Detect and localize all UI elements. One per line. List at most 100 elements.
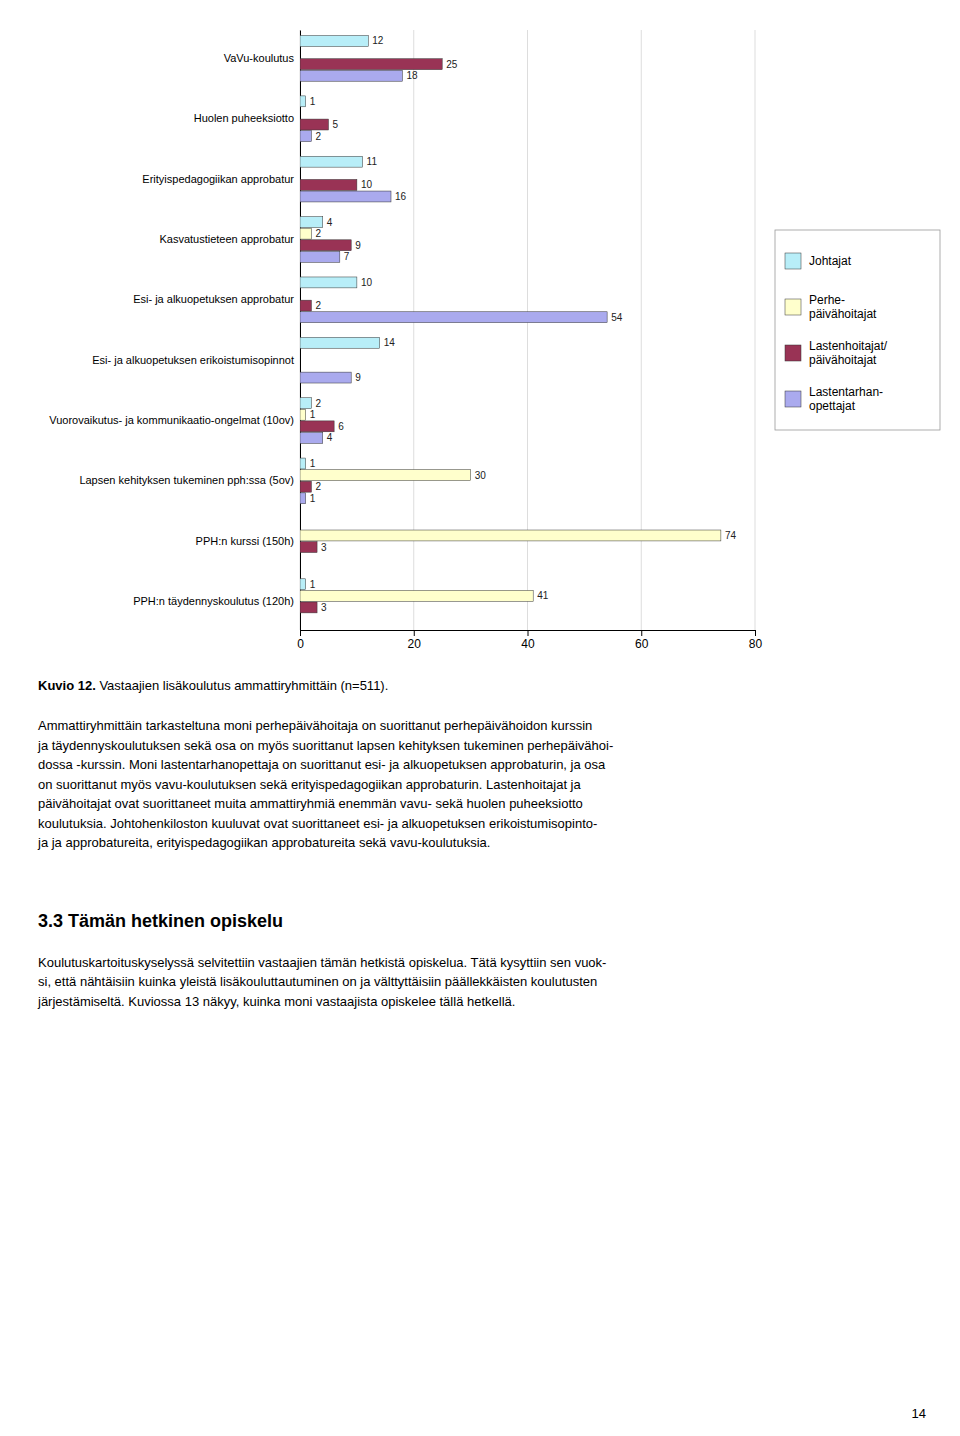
background	[0, 0, 960, 1436]
data-label: 2	[315, 131, 321, 142]
data-labels: 1211141014211213074412551092623318216754…	[310, 35, 737, 612]
bar	[300, 481, 311, 492]
x-tick: 40	[521, 630, 535, 651]
data-label: 9	[355, 372, 361, 383]
bar	[300, 59, 442, 70]
bar	[300, 289, 301, 300]
data-label: 2	[315, 228, 321, 239]
x-tick: 0	[297, 630, 304, 651]
legend-frame	[775, 230, 940, 430]
series	[300, 70, 607, 503]
data-label: 14	[384, 337, 396, 348]
y-tick: Kasvatustieteen approbatur	[159, 233, 300, 245]
page: 0 20 40 60 80 VaVu-koulutus Huolen puheeksiott…	[0, 0, 960, 1436]
x-tick: 20	[408, 630, 422, 651]
y-tick: Lapsen kehityksen tukeminen pph:ssa (5ov…	[79, 474, 300, 486]
legend-entry: Perhe-päivähoitajat	[785, 293, 877, 321]
bar	[300, 421, 334, 432]
bar	[300, 470, 471, 481]
bar	[300, 96, 306, 107]
data-label: 74	[725, 530, 737, 541]
bar	[300, 131, 311, 142]
section-body: Koulutuskartoituskyselyssä selvitettiin …	[37, 955, 606, 1009]
bar	[300, 432, 323, 443]
bar	[300, 277, 357, 288]
x-tick-label: 60	[635, 637, 649, 651]
y-tick: Huolen puheeksiotto	[194, 112, 300, 124]
bar	[300, 579, 306, 590]
y-tick-label: PPH:n täydennyskoulutus (120h)	[133, 595, 294, 607]
legend-label: Lastentarhan-opettajat	[809, 385, 883, 413]
bar	[300, 312, 607, 323]
bar	[300, 409, 306, 420]
bar	[300, 217, 323, 228]
bar	[300, 602, 317, 613]
x-tick: 60	[635, 630, 649, 651]
x-tick-mark	[641, 630, 642, 636]
bar	[300, 191, 391, 202]
data-label: 3	[321, 542, 327, 553]
bar	[300, 179, 357, 190]
data-label: 9	[355, 240, 361, 251]
data-label: 11	[367, 156, 378, 167]
legend-entry: Lastentarhan-opettajat	[785, 385, 883, 413]
data-label: 41	[537, 590, 549, 601]
legend-label: Perhe-päivähoitajat	[809, 293, 877, 321]
bar	[300, 168, 301, 179]
data-label: 10	[361, 277, 373, 288]
grid	[300, 30, 755, 630]
bar	[300, 372, 351, 383]
data-label: 54	[611, 312, 623, 323]
data-label: 12	[372, 35, 384, 46]
y-tick-label: VaVu-koulutus	[224, 52, 295, 64]
data-label: 6	[338, 421, 344, 432]
bar	[300, 614, 301, 625]
legend: JohtajatPerhe-päivähoitajatLastenhoitaja…	[775, 230, 940, 430]
y-tick-label: Huolen puheeksiotto	[194, 112, 294, 124]
bar	[300, 119, 328, 130]
x-tick: 80	[749, 630, 763, 651]
legend-swatch	[785, 391, 801, 407]
y-tick-label: Erityispedagogiikan approbatur	[142, 173, 294, 185]
y-tick: Erityispedagogiikan approbatur	[142, 173, 300, 185]
bar	[300, 240, 351, 251]
legend-entry: Lastenhoitajat/päivähoitajat	[785, 339, 888, 367]
grid-line	[755, 30, 756, 630]
data-label: 4	[327, 217, 333, 228]
bar	[300, 107, 301, 118]
data-label: 2	[315, 481, 321, 492]
data-label: 7	[344, 251, 350, 262]
section-heading: 3.3 Tämän hetkinen opiskelu	[38, 911, 283, 931]
y-tick-label: Esi- ja alkuopetuksen erikoistumisopinno…	[92, 354, 294, 366]
bar	[300, 530, 721, 541]
data-label: 2	[315, 398, 321, 409]
bar	[300, 542, 317, 553]
legend-swatch	[785, 253, 801, 269]
x-tick-label: 80	[749, 637, 763, 651]
bar	[300, 349, 301, 360]
y-tick: PPH:n kurssi (150h)	[196, 535, 300, 547]
x-tick-label: 0	[297, 637, 304, 651]
bar	[300, 47, 301, 58]
y-tick: PPH:n täydennyskoulutus (120h)	[133, 595, 300, 607]
data-label: 30	[475, 470, 487, 481]
body-paragraph: Ammattiryhmittäin tarkasteltuna moni per…	[37, 718, 613, 850]
page-number: 14	[912, 1406, 926, 1421]
series	[300, 228, 721, 601]
data-label: 25	[446, 59, 458, 70]
y-tick-label: Kasvatustieteen approbatur	[159, 233, 294, 245]
y-tick: VaVu-koulutus	[224, 52, 300, 64]
y-axis: VaVu-koulutus Huolen puheeksiotto Erityisp…	[49, 31, 300, 631]
y-tick-label: Esi- ja alkuopetuksen approbatur	[133, 293, 294, 305]
data-label: 1	[310, 96, 316, 107]
x-tick-mark	[414, 630, 415, 636]
data-label: 1	[310, 493, 316, 504]
bar	[300, 70, 402, 81]
bar	[300, 251, 340, 262]
data-label: 10	[361, 179, 373, 190]
x-tick-label: 40	[521, 637, 535, 651]
data-label: 1	[310, 458, 316, 469]
legend-swatch	[785, 345, 801, 361]
legend-label: Lastenhoitajat/päivähoitajat	[809, 339, 888, 367]
data-label: 3	[321, 602, 327, 613]
